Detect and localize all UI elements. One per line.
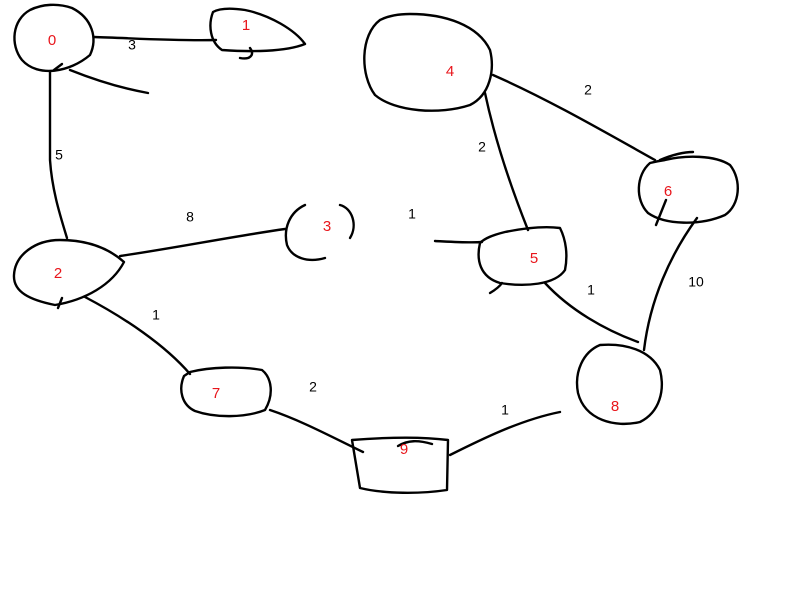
nodes: 0 1 2 3 4 5 6 [12, 3, 739, 494]
node-label-2: 1 [242, 17, 250, 34]
edge-weight-7-9: 1 [501, 402, 509, 418]
edge-0-3 [83, 295, 192, 376]
node-label-9: 8 [611, 398, 619, 415]
edge-weight-5-6: 2 [478, 139, 486, 155]
stray-stroke-1 [68, 68, 150, 95]
edge-5-8 [491, 73, 657, 162]
edge-weight-0-3: 1 [152, 307, 160, 323]
node-label-3: 7 [212, 385, 220, 402]
edge-1-2 [92, 35, 218, 42]
node-8: 6 [637, 150, 739, 227]
node-9: 8 [575, 343, 663, 426]
node-3: 7 [180, 366, 272, 418]
edge-weight-0-4: 8 [186, 209, 194, 225]
edges [48, 35, 699, 457]
edge-labels: 3 5 8 1 1 2 1 1 2 2 10 [55, 37, 704, 418]
node-label-0: 2 [54, 265, 62, 282]
node-7: 9 [350, 436, 450, 494]
edge-6-9 [543, 281, 640, 344]
edge-5-6 [483, 91, 530, 232]
node-label-8: 6 [664, 183, 672, 200]
node-2: 1 [209, 7, 307, 60]
edge-4-6 [433, 239, 484, 244]
edge-7-9 [448, 410, 562, 457]
node-label-7: 9 [400, 441, 408, 458]
edge-weight-3-7: 2 [309, 379, 317, 395]
edge-1-0 [48, 70, 69, 240]
node-1: 0 [13, 3, 95, 73]
edge-3-7 [268, 408, 365, 454]
node-5: 4 [363, 12, 493, 112]
edge-weight-1-0: 5 [55, 147, 63, 163]
node-6: 5 [477, 226, 568, 295]
edge-weight-6-9: 1 [587, 282, 595, 298]
edge-0-4 [118, 227, 287, 258]
node-label-4: 3 [323, 218, 331, 235]
node-label-6: 5 [530, 250, 538, 267]
edge-weight-5-8: 2 [584, 82, 592, 98]
edge-weight-1-2: 3 [128, 37, 136, 53]
edge-8-9 [642, 216, 699, 352]
node-label-5: 4 [446, 63, 454, 80]
edge-weight-4-6: 1 [408, 206, 416, 222]
edge-weight-8-9: 10 [688, 274, 704, 290]
node-label-1: 0 [48, 32, 56, 49]
node-4: 3 [284, 203, 355, 262]
node-0: 2 [12, 238, 126, 310]
